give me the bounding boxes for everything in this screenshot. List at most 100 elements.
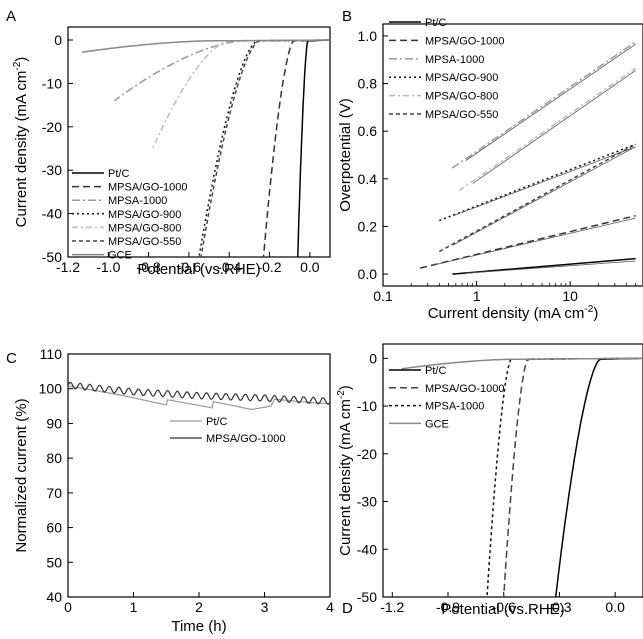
series-line-mpsa-go-900 bbox=[198, 39, 330, 257]
series-fit-line bbox=[465, 43, 636, 161]
series-line-mpsa-go-1000 bbox=[420, 214, 636, 269]
x-tick-label: 4 bbox=[326, 599, 334, 615]
legend-label: MPSA/GO-550 bbox=[425, 109, 498, 121]
series-group bbox=[81, 39, 330, 257]
x-tick-label: -0.2 bbox=[257, 259, 281, 275]
legend-label: MPSA/GO-1000 bbox=[206, 433, 285, 445]
series-line-pt-c bbox=[554, 357, 643, 597]
x-tick-label: 1 bbox=[130, 599, 138, 615]
legend: Pt/C MPSA/GO-1000 MPSA-1000 GCE bbox=[389, 365, 504, 430]
legend: Pt/C MPSA/GO-1000 MPSA-1000 MPSA/GO-900 MPSA… bbox=[389, 17, 504, 121]
legend-label: GCE bbox=[425, 418, 449, 430]
x-tick-label: -0.6 bbox=[492, 599, 516, 615]
series-group bbox=[401, 357, 643, 597]
y-tick-label: 90 bbox=[46, 415, 62, 431]
x-tick-label: 2 bbox=[195, 599, 203, 615]
series-group bbox=[68, 381, 330, 411]
x-axis-label: Potential (vs.RHE) bbox=[441, 601, 564, 618]
y-tick-label: 0.4 bbox=[358, 171, 378, 187]
legend-label: MPSA/GO-900 bbox=[425, 72, 498, 84]
legend-label: MPSA/GO-900 bbox=[108, 209, 181, 221]
y-tick-label: -40 bbox=[42, 206, 62, 222]
y-tick-label: -40 bbox=[357, 541, 377, 557]
y-tick-label: 0.0 bbox=[358, 266, 378, 282]
series-line-mpsa-go-1000 bbox=[262, 39, 330, 257]
x-tick-label: 1 bbox=[473, 288, 481, 304]
y-axis-label: Normalized current (%) bbox=[13, 398, 30, 552]
y-tick-label: 0.2 bbox=[358, 218, 378, 234]
plot-frame bbox=[382, 23, 643, 287]
x-axis-label: Time (h) bbox=[171, 618, 226, 635]
legend-label: Pt/C bbox=[425, 365, 446, 377]
x-tick-label: 0.1 bbox=[373, 288, 393, 304]
panel-letter: A bbox=[6, 8, 16, 25]
legend-label: MPSA/GO-1000 bbox=[108, 182, 187, 194]
x-axis-label: Potential (vs.RHE) bbox=[137, 261, 260, 278]
x-tick-label: -0.9 bbox=[436, 599, 460, 615]
series-line-pt-c bbox=[68, 385, 330, 411]
x-tick-label: -0.3 bbox=[547, 599, 571, 615]
y-tick-label: 0 bbox=[369, 350, 377, 366]
series-line-mpsa-go-800 bbox=[458, 67, 637, 192]
series-fit-line bbox=[433, 217, 636, 266]
panel-B: B 0.1 1 10 0.0 0.2 0.4 0.6 0.8 1.0 Current density… bbox=[337, 8, 643, 322]
x-tick-label: 0.0 bbox=[605, 599, 625, 615]
x-tick-label: -1.2 bbox=[56, 259, 80, 275]
y-tick-label: -10 bbox=[42, 75, 62, 91]
series-line-mpsa-go-1000 bbox=[68, 381, 330, 405]
legend-label: MPSA/GO-1000 bbox=[425, 35, 504, 47]
plot-frame bbox=[67, 353, 331, 598]
legend-label: GCE bbox=[108, 250, 132, 262]
legend-label: Pt/C bbox=[206, 416, 227, 428]
y-tick-label: -10 bbox=[357, 398, 377, 414]
series-fit-line bbox=[472, 70, 636, 184]
y-tick-label: 1.0 bbox=[358, 28, 378, 44]
series-fit-line bbox=[465, 260, 636, 274]
legend-label: MPSA-1000 bbox=[425, 401, 484, 413]
series-line-mpsa-1000 bbox=[451, 41, 637, 169]
y-axis-label: Current density (mA cm-2) bbox=[336, 385, 354, 556]
panel-letter: D bbox=[342, 600, 353, 617]
y-axis-label: Overpotential (V) bbox=[337, 98, 354, 211]
y-tick-label: 40 bbox=[46, 589, 62, 605]
legend-label: Pt/C bbox=[108, 168, 129, 180]
y-tick-label: -50 bbox=[357, 589, 377, 605]
legend-label: MPSA/GO-1000 bbox=[425, 383, 504, 395]
series-line-mpsa-1000 bbox=[486, 357, 643, 597]
y-tick-label: -20 bbox=[42, 119, 62, 135]
legend-label: MPSA/GO-550 bbox=[108, 236, 181, 248]
series-line-mpsa-go-900 bbox=[439, 143, 636, 222]
series-line-mpsa-go-550 bbox=[200, 39, 330, 257]
y-tick-label: 110 bbox=[40, 346, 63, 362]
y-tick-label: -30 bbox=[42, 162, 62, 178]
series-line-pt-c bbox=[297, 39, 330, 257]
series-line-gce bbox=[401, 357, 643, 370]
y-tick-label: 70 bbox=[46, 485, 62, 501]
series-line-mpsa-1000 bbox=[113, 39, 330, 102]
x-tick-label: -0.6 bbox=[177, 259, 201, 275]
y-tick-label: 80 bbox=[46, 450, 62, 466]
series-fit-line bbox=[452, 146, 636, 217]
y-tick-label: 0.6 bbox=[358, 123, 378, 139]
series-line-gce bbox=[81, 39, 330, 53]
panel-D: D -1.2 -0.9 -0.6 -0.3 0.0 0 -10 -20 -30 -40 -50 Pote… bbox=[336, 343, 643, 618]
y-tick-label: 0 bbox=[54, 32, 62, 48]
x-tick-label: -0.4 bbox=[217, 259, 241, 275]
legend-label: MPSA/GO-800 bbox=[108, 222, 181, 234]
legend-label: MPSA-1000 bbox=[425, 54, 484, 66]
y-tick-label: -30 bbox=[357, 494, 377, 510]
y-tick-label: -20 bbox=[357, 446, 377, 462]
legend-label: MPSA-1000 bbox=[108, 195, 167, 207]
y-tick-label: -50 bbox=[42, 249, 62, 265]
legend-label: MPSA/GO-800 bbox=[425, 91, 498, 103]
panel-A: A -1.2 -1.0 -0.8 -0.6 -0.4 -0.2 0.0 0 -10 -20 -30 -4… bbox=[6, 8, 331, 278]
series-line-mpsa-go-1000 bbox=[502, 357, 643, 597]
y-axis-label: Current density (mA cm-2) bbox=[12, 57, 30, 228]
series-line-pt-c bbox=[452, 257, 636, 275]
series-line-mpsa-go-550 bbox=[438, 143, 636, 253]
x-tick-label: 3 bbox=[261, 599, 269, 615]
x-axis-label: Current density (mA cm-2) bbox=[428, 304, 599, 322]
y-tick-label: 60 bbox=[46, 520, 62, 536]
x-tick-label: -0.8 bbox=[137, 259, 161, 275]
